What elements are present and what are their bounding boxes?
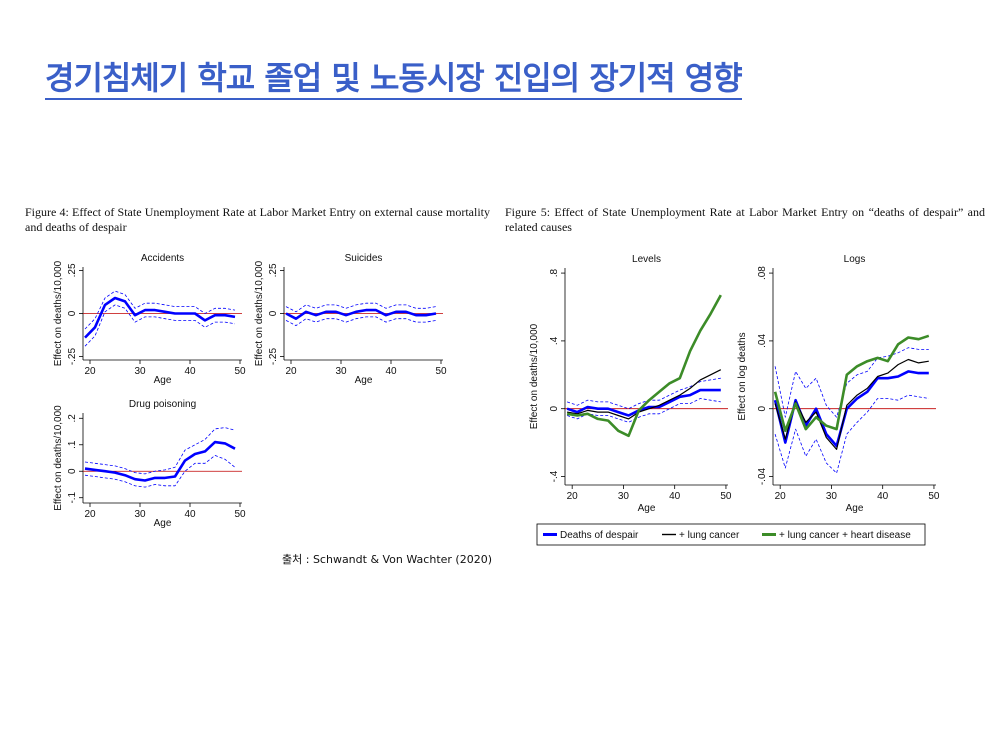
series-line bbox=[566, 388, 721, 417]
x-tick-label: 40 bbox=[184, 509, 196, 520]
legend-label: + lung cancer + heart disease bbox=[779, 530, 911, 541]
y-axis-label: Effect on deaths/10,000 bbox=[53, 260, 64, 366]
series-line bbox=[84, 290, 236, 330]
x-tick-label: 40 bbox=[877, 491, 889, 502]
y-axis-label: Effect on deaths/10,000 bbox=[529, 323, 540, 429]
series-line bbox=[84, 455, 236, 488]
series-line bbox=[774, 394, 929, 474]
x-axis-label: Age bbox=[355, 375, 373, 386]
y-tick-label: .8 bbox=[549, 268, 560, 277]
y-axis-label: Effect on deaths/10,000 bbox=[53, 405, 64, 511]
series-line bbox=[84, 296, 236, 339]
x-tick-label: 20 bbox=[775, 491, 787, 502]
series-line bbox=[84, 427, 236, 475]
chart-title: Drug poisoning bbox=[129, 399, 196, 410]
chart-title: Levels bbox=[632, 254, 661, 265]
series-line bbox=[774, 347, 929, 418]
y-tick-label: 0 bbox=[268, 310, 279, 316]
series-line bbox=[773, 334, 930, 433]
x-tick-label: 50 bbox=[435, 366, 447, 377]
x-tick-label: 20 bbox=[84, 366, 96, 377]
series-line bbox=[285, 316, 437, 326]
y-tick-label: -.1 bbox=[67, 491, 78, 503]
series-line bbox=[285, 302, 437, 313]
y-tick-label: -.4 bbox=[549, 470, 560, 482]
y-axis-label: Effect on deaths/10,000 bbox=[254, 260, 265, 366]
y-tick-label: .4 bbox=[549, 336, 560, 345]
x-axis-label: Age bbox=[846, 503, 864, 514]
series-line bbox=[285, 308, 437, 320]
x-tick-label: 30 bbox=[134, 366, 146, 377]
y-tick-label: .04 bbox=[757, 334, 768, 348]
series-line bbox=[566, 398, 721, 423]
y-tick-label: 0 bbox=[549, 405, 560, 411]
series-line bbox=[566, 294, 722, 438]
x-axis-label: Age bbox=[638, 503, 656, 514]
x-tick-label: 20 bbox=[567, 491, 579, 502]
y-tick-label: 0 bbox=[67, 310, 78, 316]
y-axis-label: Effect on log deaths bbox=[737, 332, 748, 420]
x-tick-label: 50 bbox=[234, 366, 246, 377]
y-tick-label: -.25 bbox=[268, 348, 279, 366]
slide-title: 경기침체기 학교 졸업 및 노동시장 진입의 장기적 영향 bbox=[45, 58, 743, 100]
series-line bbox=[567, 369, 722, 420]
chart-title: Logs bbox=[844, 254, 866, 265]
y-tick-label: .08 bbox=[757, 266, 768, 280]
x-tick-label: 40 bbox=[669, 491, 681, 502]
x-tick-label: 30 bbox=[335, 366, 347, 377]
legend-label: + lung cancer bbox=[679, 530, 740, 541]
x-tick-label: 50 bbox=[234, 509, 246, 520]
x-tick-label: 40 bbox=[184, 366, 196, 377]
series-line bbox=[84, 304, 236, 347]
y-tick-label: .2 bbox=[67, 414, 78, 423]
x-tick-label: 30 bbox=[826, 491, 838, 502]
x-tick-label: 40 bbox=[385, 366, 397, 377]
series-line bbox=[84, 440, 236, 482]
x-tick-label: 20 bbox=[285, 366, 297, 377]
x-tick-label: 20 bbox=[84, 509, 96, 520]
y-tick-label: .25 bbox=[67, 263, 78, 277]
x-axis-label: Age bbox=[154, 375, 172, 386]
legend-box bbox=[536, 523, 926, 546]
legend-label: Deaths of despair bbox=[560, 530, 639, 541]
y-tick-label: .25 bbox=[268, 263, 279, 277]
source-note: 출처 : Schwandt & Von Wachter (2020) bbox=[282, 553, 492, 566]
series-line bbox=[774, 358, 929, 450]
figure-caption: Figure 5: Effect of State Unemployment R… bbox=[505, 205, 985, 234]
y-tick-label: .1 bbox=[67, 440, 78, 449]
x-tick-label: 30 bbox=[134, 509, 146, 520]
x-tick-label: 50 bbox=[720, 491, 732, 502]
figure-caption: Figure 4: Effect of State Unemployment R… bbox=[25, 205, 490, 234]
chart-title: Accidents bbox=[141, 253, 184, 264]
y-tick-label: 0 bbox=[67, 468, 78, 474]
chart-title: Suicides bbox=[345, 253, 383, 264]
x-tick-label: 30 bbox=[618, 491, 630, 502]
y-tick-label: -.04 bbox=[757, 467, 768, 485]
x-axis-label: Age bbox=[154, 518, 172, 529]
y-tick-label: -.25 bbox=[67, 348, 78, 366]
x-tick-label: 50 bbox=[928, 491, 940, 502]
y-tick-label: 0 bbox=[757, 405, 768, 411]
